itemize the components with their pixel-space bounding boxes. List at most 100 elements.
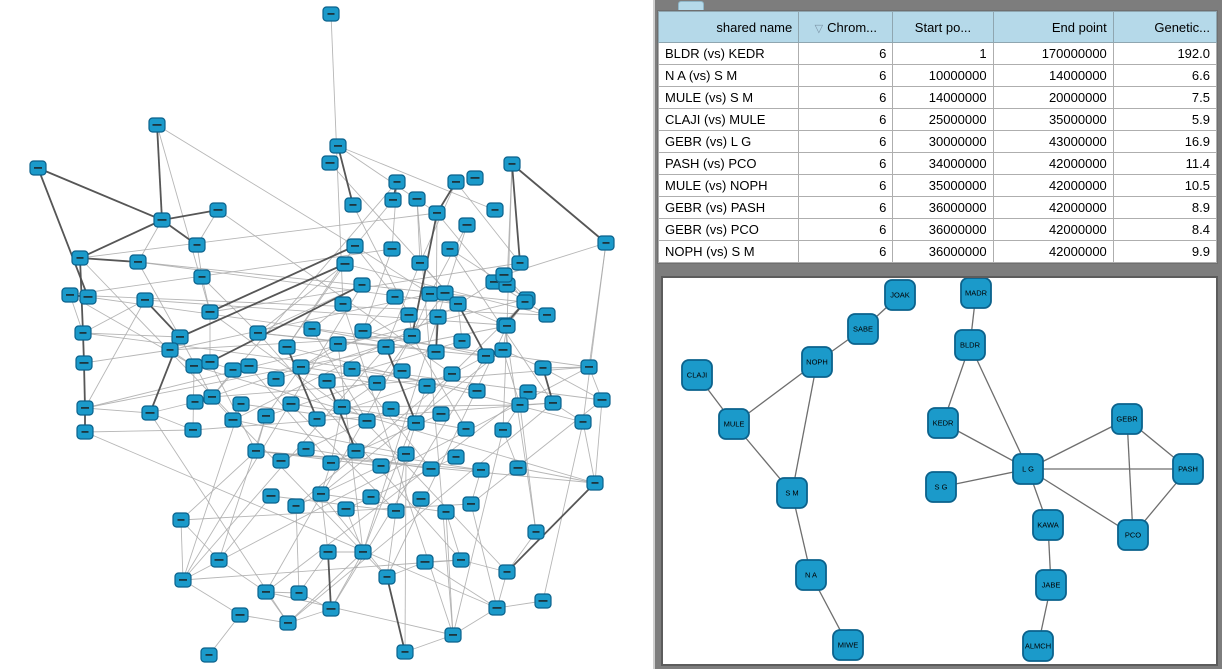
graph-node[interactable] [421, 286, 439, 302]
graph-node[interactable]: MADR [960, 277, 992, 309]
graph-node[interactable] [441, 241, 459, 257]
graph-node[interactable] [224, 362, 242, 378]
graph-node[interactable] [347, 443, 365, 459]
graph-node[interactable] [534, 360, 552, 376]
graph-node[interactable] [318, 373, 336, 389]
graph-node[interactable] [383, 241, 401, 257]
graph-node[interactable] [262, 488, 280, 504]
graph-node[interactable]: JABE [1035, 569, 1067, 601]
graph-node[interactable] [447, 449, 465, 465]
graph-node[interactable] [272, 453, 290, 469]
graph-node[interactable] [29, 160, 47, 176]
graph-node[interactable] [422, 461, 440, 477]
graph-node[interactable] [308, 411, 326, 427]
graph-node[interactable] [141, 405, 159, 421]
graph-node[interactable] [333, 399, 351, 415]
filter-icon[interactable]: ▽ [814, 22, 824, 35]
graph-node[interactable] [257, 408, 275, 424]
graph-node[interactable]: ALMCH [1022, 630, 1054, 662]
graph-node[interactable] [249, 325, 267, 341]
graph-node[interactable] [71, 250, 89, 266]
graph-node[interactable] [343, 361, 361, 377]
graph-node[interactable] [384, 192, 402, 208]
graph-node[interactable] [397, 446, 415, 462]
graph-node[interactable] [436, 285, 454, 301]
graph-node[interactable] [322, 601, 340, 617]
graph-node[interactable] [76, 424, 94, 440]
table-row[interactable]: CLAJI (vs) MULE 6 25000000 35000000 5.9 [657, 108, 1218, 131]
graph-node[interactable] [486, 202, 504, 218]
graph-node[interactable] [74, 325, 92, 341]
graph-node[interactable] [393, 363, 411, 379]
graph-node[interactable]: GEBR [1111, 403, 1143, 435]
graph-node[interactable] [544, 395, 562, 411]
graph-node[interactable] [372, 458, 390, 474]
graph-node[interactable] [354, 323, 372, 339]
graph-node[interactable] [184, 422, 202, 438]
graph-node[interactable] [209, 202, 227, 218]
graph-node[interactable] [344, 197, 362, 213]
graph-node[interactable] [466, 170, 484, 186]
graph-node[interactable] [488, 600, 506, 616]
graph-edge[interactable] [1027, 468, 1134, 536]
network-overview-panel[interactable] [0, 0, 653, 669]
table-row[interactable]: BLDR (vs) KEDR 6 1 170000000 192.0 [657, 42, 1218, 65]
graph-node[interactable] [495, 267, 513, 283]
graph-node[interactable] [516, 294, 534, 310]
graph-node[interactable] [386, 289, 404, 305]
graph-node[interactable] [172, 512, 190, 528]
graph-node[interactable] [412, 491, 430, 507]
graph-node[interactable] [201, 354, 219, 370]
graph-node[interactable] [574, 414, 592, 430]
graph-node[interactable] [503, 156, 521, 172]
graph-node[interactable] [534, 593, 552, 609]
graph-node[interactable] [511, 397, 529, 413]
graph-node[interactable] [511, 255, 529, 271]
graph-node[interactable] [519, 384, 537, 400]
table-row[interactable]: GEBR (vs) L G 6 30000000 43000000 16.9 [657, 130, 1218, 153]
graph-node[interactable] [509, 460, 527, 476]
graph-node[interactable] [247, 443, 265, 459]
graph-node[interactable] [322, 6, 340, 22]
graph-node[interactable] [321, 155, 339, 171]
graph-edge[interactable] [1126, 418, 1134, 536]
graph-node[interactable] [79, 289, 97, 305]
graph-node[interactable] [538, 307, 556, 323]
graph-node[interactable] [334, 296, 352, 312]
graph-node[interactable]: L G [1012, 453, 1044, 485]
graph-node[interactable] [593, 392, 611, 408]
graph-node[interactable] [279, 615, 297, 631]
graph-node[interactable] [346, 238, 364, 254]
graph-node[interactable] [586, 475, 604, 491]
graph-node[interactable]: BLDR [954, 329, 986, 361]
graph-node[interactable] [292, 359, 310, 375]
graph-node[interactable]: PCO [1117, 519, 1149, 551]
graph-node[interactable] [597, 235, 615, 251]
table-row[interactable]: PASH (vs) PCO 6 34000000 42000000 11.4 [657, 152, 1218, 175]
graph-node[interactable] [358, 413, 376, 429]
graph-node[interactable] [153, 212, 171, 228]
graph-node[interactable] [429, 309, 447, 325]
graph-node[interactable] [407, 415, 425, 431]
graph-node[interactable] [453, 333, 471, 349]
graph-node[interactable]: N A [795, 559, 827, 591]
graph-node[interactable] [388, 174, 406, 190]
graph-node[interactable] [136, 292, 154, 308]
graph-node[interactable] [368, 375, 386, 391]
graph-node[interactable]: NOPH [801, 346, 833, 378]
graph-node[interactable] [287, 498, 305, 514]
graph-node[interactable] [201, 304, 219, 320]
network-detail-panel[interactable]: JOAK MADR SABE NOPH BLDR CLAJI MULE KEDR GEBR L G… [661, 276, 1218, 666]
graph-node[interactable] [494, 422, 512, 438]
graph-node[interactable] [76, 400, 94, 416]
graph-node[interactable] [362, 489, 380, 505]
table-row[interactable]: GEBR (vs) PCO 6 36000000 42000000 8.4 [657, 218, 1218, 241]
graph-node[interactable] [527, 524, 545, 540]
graph-node[interactable] [329, 336, 347, 352]
graph-node[interactable]: CLAJI [681, 359, 713, 391]
graph-node[interactable] [267, 371, 285, 387]
graph-node[interactable]: MIWE [832, 629, 864, 661]
graph-node[interactable] [353, 277, 371, 293]
graph-node[interactable] [498, 318, 516, 334]
graph-node[interactable] [185, 358, 203, 374]
